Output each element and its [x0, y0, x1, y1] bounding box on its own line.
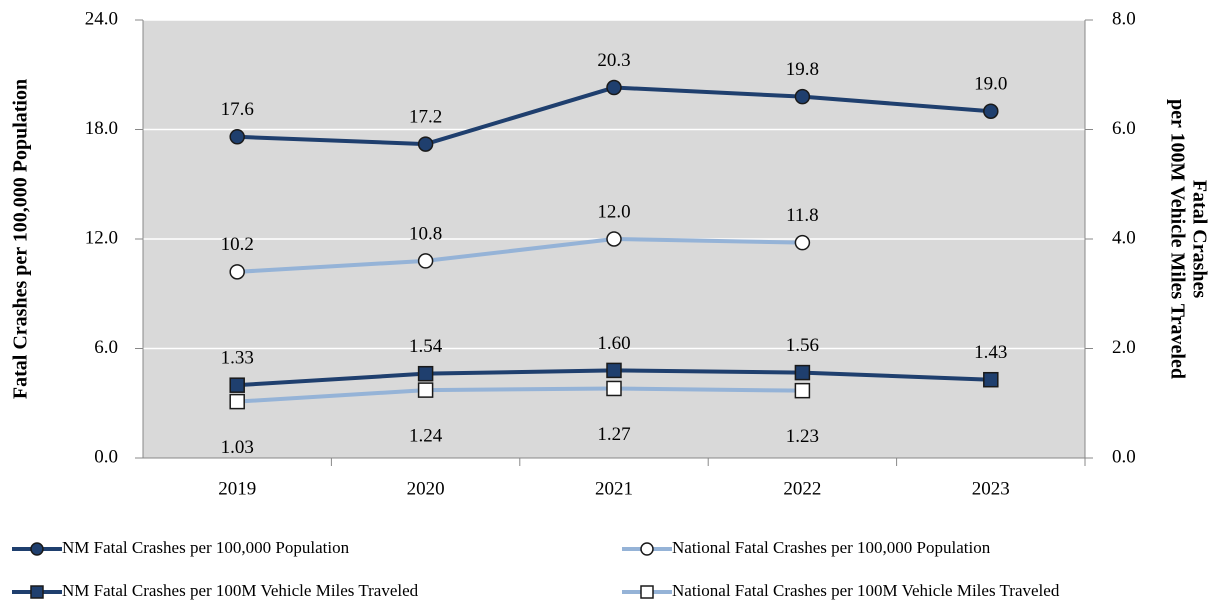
- x-tick-label: 2022: [783, 478, 821, 499]
- y2-axis-label: Fatal Crashes: [1188, 180, 1210, 299]
- y-tick-label: 24.0: [85, 8, 118, 29]
- data-label: 1.60: [597, 333, 630, 354]
- data-label: 10.2: [221, 234, 254, 255]
- point: [983, 371, 999, 388]
- point: [229, 377, 245, 393]
- point: [606, 231, 622, 247]
- x-tick-label: 2021: [595, 478, 633, 499]
- data-label: 12.0: [597, 201, 630, 222]
- y-tick-label: 6.0: [94, 337, 118, 358]
- data-label: 1.23: [786, 426, 819, 447]
- y2-tick-label: 8.0: [1112, 8, 1136, 29]
- legend-label: NM Fatal Crashes per 100M Vehicle Miles …: [62, 581, 419, 600]
- point: [794, 364, 811, 381]
- point: [606, 380, 622, 397]
- x-tick-label: 2020: [407, 478, 445, 499]
- y2-tick-label: 6.0: [1112, 118, 1136, 139]
- legend-marker: [640, 542, 654, 556]
- y2-axis-label: per 100M Vehicle Miles Traveled: [1166, 99, 1188, 379]
- y2-tick-label: 4.0: [1112, 227, 1136, 248]
- data-label: 1.56: [786, 335, 819, 356]
- point: [417, 365, 434, 382]
- point: [417, 136, 434, 152]
- point: [229, 129, 245, 145]
- data-label: 1.24: [409, 425, 443, 446]
- x-tick-label: 2023: [972, 478, 1010, 499]
- point: [794, 88, 811, 105]
- point: [417, 382, 434, 398]
- data-label: 1.43: [974, 342, 1007, 363]
- legend-label: National Fatal Crashes per 100,000 Popul…: [672, 538, 991, 557]
- data-label: 1.27: [597, 424, 630, 445]
- data-label: 19.0: [974, 74, 1007, 95]
- data-label: 1.03: [221, 437, 254, 458]
- series-line: [237, 236, 803, 274]
- series-line: [237, 386, 803, 404]
- data-label: 17.2: [409, 106, 442, 127]
- point: [229, 393, 245, 410]
- point: [417, 253, 434, 269]
- data-label: 10.8: [409, 223, 442, 244]
- point: [983, 103, 999, 119]
- y-tick-label: 0.0: [94, 446, 118, 467]
- legend-marker: [30, 585, 44, 599]
- point: [606, 79, 622, 96]
- point: [794, 234, 811, 251]
- y-axis-label: Fatal Crashes per 100,000 Population: [10, 79, 32, 399]
- legend-marker: [30, 542, 44, 556]
- point: [794, 382, 811, 399]
- y2-tick-label: 2.0: [1112, 337, 1136, 358]
- data-label: 19.8: [786, 59, 819, 80]
- data-label: 17.6: [221, 99, 254, 120]
- y-tick-label: 18.0: [85, 118, 118, 139]
- legend-marker: [640, 585, 654, 599]
- data-label: 20.3: [597, 50, 630, 71]
- x-tick-label: 2019: [218, 478, 256, 499]
- point: [606, 362, 622, 379]
- legend-label: NM Fatal Crashes per 100,000 Population: [62, 538, 350, 557]
- data-label: 1.54: [409, 336, 443, 357]
- point: [229, 264, 245, 280]
- data-label: 1.33: [221, 348, 254, 369]
- y2-tick-label: 0.0: [1112, 446, 1136, 467]
- data-label: 11.8: [786, 205, 819, 226]
- legend-label: National Fatal Crashes per 100M Vehicle …: [672, 581, 1060, 600]
- y-tick-label: 12.0: [85, 227, 118, 248]
